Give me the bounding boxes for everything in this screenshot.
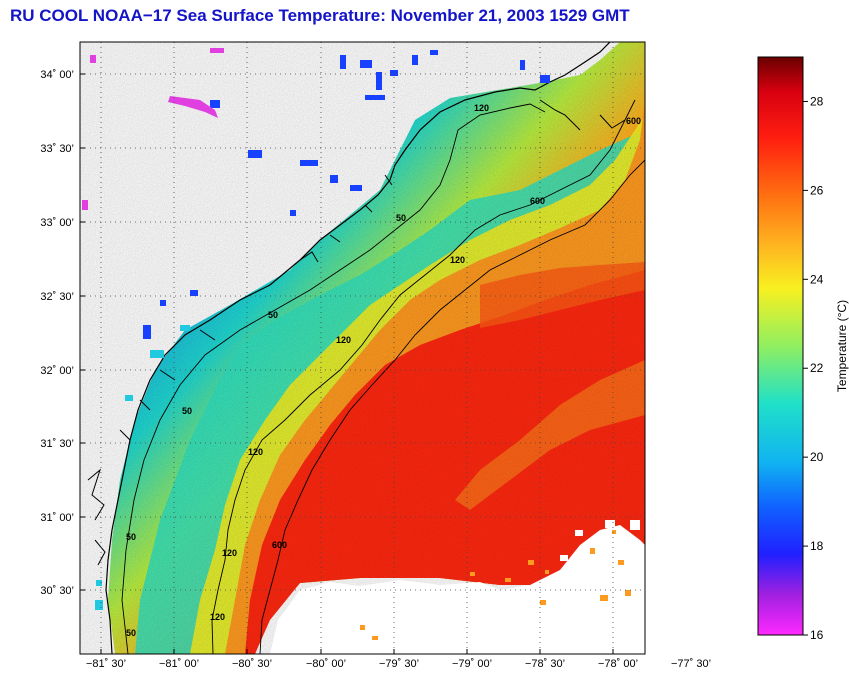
- contour-label: 120: [336, 335, 351, 345]
- colorbar-tick-label: 22: [810, 361, 824, 375]
- contour-label: 600: [272, 540, 287, 550]
- lon-tick-label: −78˚ 30’: [525, 658, 565, 670]
- lon-tick-label: −78˚ 00’: [598, 658, 638, 670]
- lat-tick-label: 30˚ 30’: [40, 585, 74, 597]
- colorbar-tick-label: 26: [810, 183, 824, 197]
- lat-tick-label: 32˚ 30’: [40, 291, 74, 303]
- contour-labels: 50 50 50 50 50 120 120 120 120 120 120 6…: [126, 103, 641, 638]
- lon-tick-label: −79˚ 00’: [452, 658, 492, 670]
- contour-120m: [211, 99, 636, 654]
- contour-label: 120: [222, 548, 237, 558]
- map-title: RU COOL NOAA−17 Sea Surface Temperature:…: [10, 6, 630, 25]
- contour-50m: [121, 103, 546, 654]
- colorbar-tick-label: 28: [810, 94, 824, 108]
- lon-tick-label: −80˚ 30’: [232, 658, 272, 670]
- warm-inland-waters: [82, 48, 224, 210]
- map-plot-area: 50 50 50 50 50 120 120 120 120 120 120 6…: [80, 42, 645, 654]
- contour-label: 600: [530, 196, 545, 206]
- lat-tick-label: 33˚ 00’: [40, 217, 74, 229]
- colorbar-gradient: [757, 56, 804, 636]
- colorbar-ticks: 28 26 24 22 20 18 16: [803, 94, 824, 642]
- lat-tick-label: 31˚ 30’: [40, 438, 74, 450]
- contour-label: 50: [268, 310, 278, 320]
- colorbar-tick-label: 24: [810, 272, 824, 286]
- colorbar: 28 26 24 22 20 18 16 Temperature (°C): [757, 56, 849, 642]
- lat-tick-label: 32˚ 00’: [40, 365, 74, 377]
- contour-label: 120: [248, 447, 263, 457]
- contour-label: 50: [126, 628, 136, 638]
- cloud-mask-region: [270, 525, 645, 654]
- inland-waters-cyan: [95, 325, 190, 610]
- contour-600m: [259, 159, 645, 654]
- latitude-axis: 34˚ 00’ 33˚ 30’ 33˚ 00’ 32˚ 30’ 32˚ 00’ 31˚ 3…: [40, 69, 85, 597]
- colorbar-title: Temperature (°C): [835, 300, 849, 392]
- cloud-edge-specks: [360, 530, 631, 640]
- inland-waters: [143, 50, 550, 339]
- lat-tick-label: 34˚ 00’: [40, 69, 74, 81]
- map-frame: [79, 41, 646, 655]
- coastline: [105, 42, 611, 654]
- lat-tick-label: 33˚ 30’: [40, 143, 74, 155]
- lat-tick-label: 31˚ 00’: [40, 512, 74, 524]
- contour-label: 120: [450, 255, 465, 265]
- bathymetry-contours: [121, 99, 645, 654]
- longitude-axis: −81˚ 30’ −81˚ 00’ −80˚ 30’ −80˚ 00’ −79˚ 30’…: [86, 649, 711, 670]
- lon-tick-label: −81˚ 00’: [159, 658, 199, 670]
- contour-label: 120: [474, 103, 489, 113]
- contour-label: 50: [126, 532, 136, 542]
- lon-tick-label: −80˚ 00’: [306, 658, 346, 670]
- cloud-interior-specks: [560, 520, 640, 561]
- lon-tick-label: −77˚ 30’: [671, 658, 711, 670]
- lon-tick-label: −81˚ 30’: [86, 658, 126, 670]
- colorbar-tick-label: 20: [810, 450, 824, 464]
- graticule-grid: [80, 42, 645, 654]
- contour-label: 50: [396, 213, 406, 223]
- colorbar-tick-label: 16: [810, 628, 824, 642]
- lon-tick-label: −79˚ 30’: [379, 658, 419, 670]
- contour-label: 50: [182, 406, 192, 416]
- imagery-texture: [80, 42, 645, 654]
- contour-label: 600: [626, 116, 641, 126]
- colorbar-tick-label: 18: [810, 539, 824, 553]
- coastal-islands: [87, 99, 626, 566]
- contour-label: 120: [210, 612, 225, 622]
